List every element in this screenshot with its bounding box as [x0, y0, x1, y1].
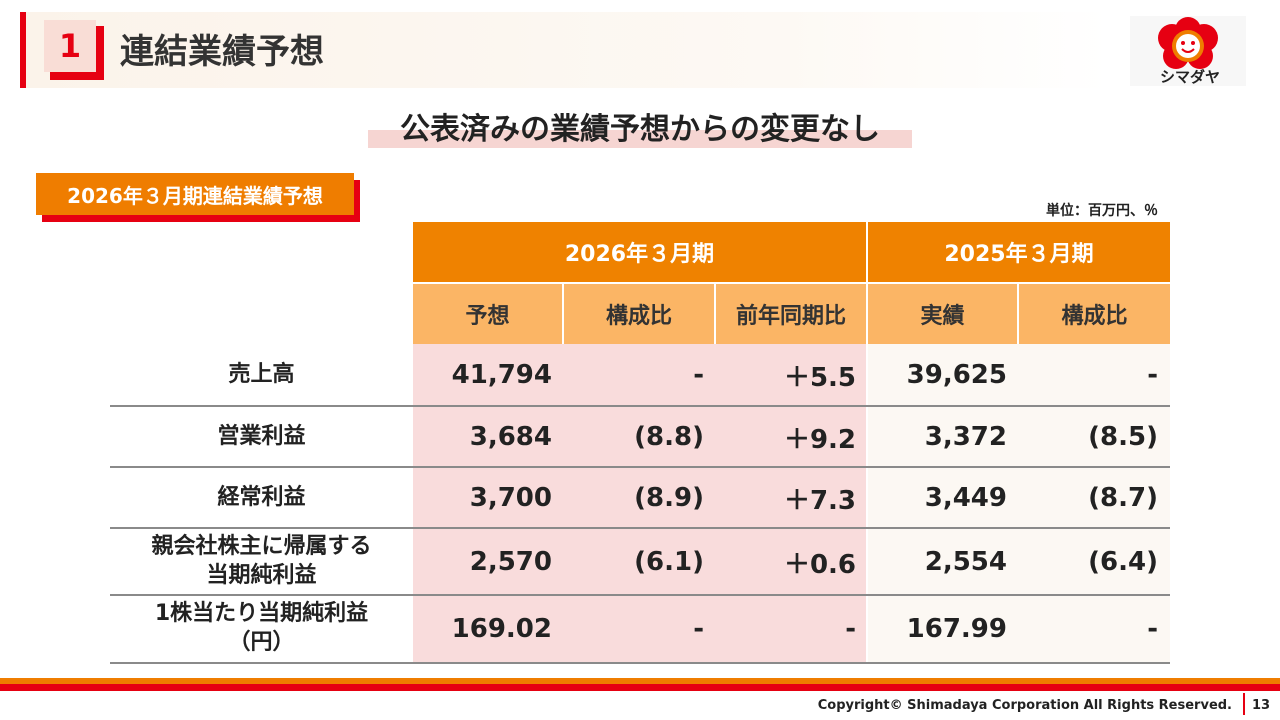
page-title: 連結業績予想: [120, 32, 324, 72]
col-header-forecast: 予想: [413, 284, 562, 344]
section-tag: 2026年３月期連結業績予想: [36, 173, 354, 215]
group-header-fy2025: 2025年３月期: [868, 222, 1170, 282]
table-cell: (6.1): [634, 547, 704, 577]
row-label-line: 1株当たり当期純利益: [154, 601, 369, 627]
table-cell: ＋9.2: [783, 424, 856, 455]
row-label-line: 当期純利益: [206, 563, 317, 588]
shimadaya-logo: [1130, 16, 1246, 86]
forecast-table: 2026年３月期 2025年３月期 予想 構成比 前年同期比 実績 構成比 売上…: [110, 222, 1170, 664]
col-header-ratio-2026: 構成比: [564, 284, 714, 344]
col-header-ratio-2025: 構成比: [1019, 284, 1170, 344]
row-label-line: （円）: [228, 630, 295, 655]
table-cell: (6.4): [1088, 547, 1158, 577]
row-label-net-income: 親会社株主に帰属する 当期純利益: [110, 529, 413, 595]
subtitle-highlight: [368, 130, 912, 148]
table-cell: 167.99: [906, 614, 1007, 644]
table-cell: 39,625: [906, 360, 1007, 390]
footer-divider: [1243, 693, 1245, 715]
row-label-line: 親会社株主に帰属する: [151, 534, 372, 560]
section-number: 1: [44, 20, 96, 72]
table-cell: 2,570: [469, 547, 552, 577]
row-divider: [110, 466, 1170, 468]
header-accent-line: [20, 12, 26, 88]
subtitle: 公表済みの業績予想からの変更なし: [400, 112, 880, 147]
logo-flower-icon: [1158, 17, 1218, 69]
actual-column-bg: [868, 344, 1170, 664]
table-cell: ＋5.5: [783, 362, 856, 393]
table-cell: (8.5): [1088, 422, 1158, 452]
col-header-actual: 実績: [868, 284, 1017, 344]
forecast-column-bg: [413, 344, 866, 664]
row-label-eps: 1株当たり当期純利益 （円）: [110, 596, 413, 662]
table-cell: (8.9): [634, 483, 704, 513]
table-cell: (8.8): [634, 422, 704, 452]
footer-red-band: [0, 684, 1280, 691]
table-cell: -: [1147, 360, 1158, 390]
table-cell: 3,700: [469, 483, 552, 513]
table-cell: 41,794: [451, 360, 552, 390]
copyright-text: Copyright© Shimadaya Corporation All Rig…: [817, 698, 1232, 713]
table-cell: 2,554: [924, 547, 1007, 577]
table-cell: ＋0.6: [783, 549, 856, 580]
table-cell: (8.7): [1088, 483, 1158, 513]
table-cell: -: [845, 614, 856, 644]
table-cell: 169.02: [451, 614, 552, 644]
footer-orange-band: [0, 678, 1280, 684]
row-divider: [110, 594, 1170, 596]
row-label-operating-profit: 営業利益: [217, 423, 306, 449]
table-cell: -: [693, 614, 704, 644]
row-label-ordinary-profit: 経常利益: [217, 484, 306, 510]
table-cell: 3,372: [924, 422, 1007, 452]
table-cell: 3,684: [469, 422, 552, 452]
table-cell: -: [693, 360, 704, 390]
table-cell: 3,449: [924, 483, 1007, 513]
logo-text: シマダヤ: [1159, 68, 1220, 86]
table-cell: -: [1147, 614, 1158, 644]
page-number: 13: [1252, 698, 1271, 713]
table-cell: ＋7.3: [783, 485, 856, 516]
row-divider: [110, 405, 1170, 407]
header-bar: [20, 12, 1110, 88]
row-divider: [110, 527, 1170, 529]
group-header-fy2026: 2026年３月期: [413, 222, 866, 282]
unit-note: 単位：百万円、％: [1046, 203, 1158, 219]
col-header-yoy: 前年同期比: [716, 284, 866, 344]
row-divider: [110, 662, 1170, 664]
row-label-sales: 売上高: [228, 361, 295, 387]
